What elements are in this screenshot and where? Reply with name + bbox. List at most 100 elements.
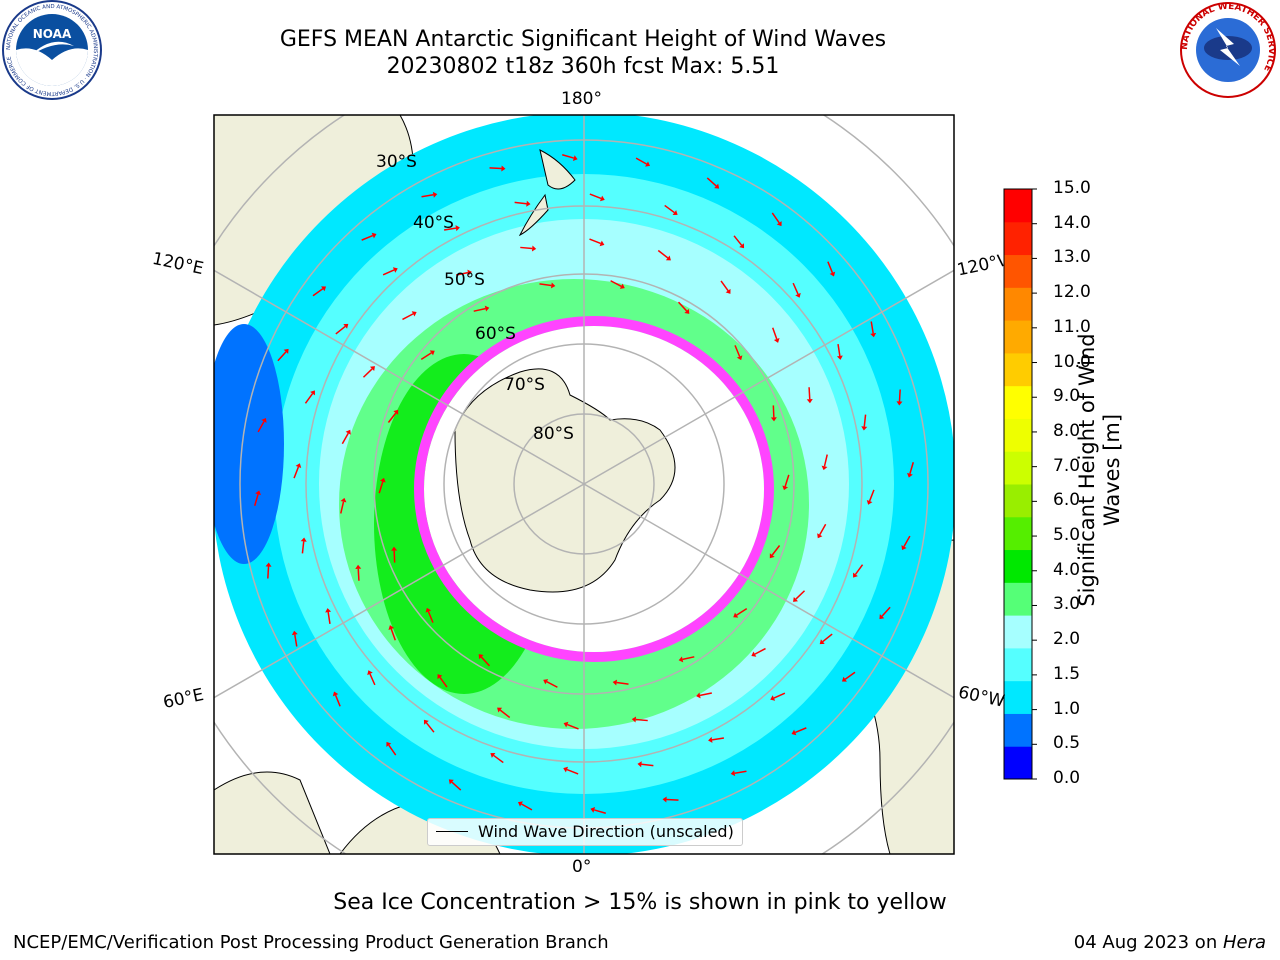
wave-arrow-head bbox=[343, 323, 349, 329]
wave-arrow-head bbox=[340, 497, 347, 503]
wave-arrow-head bbox=[478, 654, 484, 660]
colorbar-segment bbox=[1004, 189, 1032, 223]
wave-arrow-head bbox=[295, 463, 302, 469]
wave-arrow-head bbox=[907, 472, 913, 478]
footer-branch: NCEP/EMC/Verification Post Processing Pr… bbox=[13, 932, 609, 953]
wave-arrow-head bbox=[770, 417, 777, 422]
wave-arrow bbox=[420, 352, 432, 360]
lat-label-70s: 70°S bbox=[504, 375, 545, 395]
wave-arrow bbox=[635, 157, 647, 165]
colorbar-tick-label: 0.0 bbox=[1053, 768, 1081, 788]
wave-arrow bbox=[451, 781, 462, 791]
wave-arrow bbox=[499, 709, 511, 719]
wave-arrow bbox=[473, 307, 486, 312]
wave-arrow bbox=[589, 238, 601, 245]
wave-arrow-head bbox=[437, 674, 443, 680]
wave-arrow bbox=[340, 501, 345, 514]
wave-arrow-head bbox=[255, 490, 261, 496]
wave-arrow bbox=[771, 545, 781, 556]
colorbar-segment bbox=[1004, 221, 1032, 256]
wave-arrow bbox=[589, 193, 602, 200]
wave-arrow-head bbox=[355, 564, 362, 569]
wave-arrow bbox=[562, 153, 574, 159]
colorbar-segment bbox=[1004, 484, 1032, 518]
wave-arrow bbox=[493, 754, 504, 764]
wave-arrow-head bbox=[392, 267, 398, 273]
colorbar-tick-label: 13.0 bbox=[1053, 247, 1091, 268]
wave-arrow-head bbox=[665, 255, 671, 261]
wave-arrow bbox=[823, 454, 828, 467]
footer-date: 04 Aug 2023 on Hera bbox=[1074, 932, 1266, 953]
wave-arrow bbox=[387, 412, 397, 423]
wave-arrow-head bbox=[371, 232, 377, 239]
colorbar-segment bbox=[1004, 582, 1032, 616]
wave-arrow bbox=[480, 656, 491, 667]
wave-arrow bbox=[734, 770, 747, 774]
map-frame bbox=[213, 114, 955, 855]
wave-arrow-head bbox=[612, 679, 618, 686]
meridian-240 bbox=[214, 483, 585, 699]
colorbar-tick-label: 7.0 bbox=[1053, 455, 1081, 476]
wave-arrow-head bbox=[265, 562, 272, 567]
wave-arrow-head bbox=[599, 240, 605, 247]
colorbar-segment bbox=[1004, 647, 1032, 682]
wave-arrow-head bbox=[367, 670, 373, 676]
wave-arrow-head bbox=[388, 625, 395, 630]
wave-arrow bbox=[357, 568, 360, 581]
wave-arrow bbox=[327, 611, 331, 625]
wave-arrow-head bbox=[769, 553, 775, 559]
colorbar-label: Significant Height of Wind Waves [m] bbox=[1075, 333, 1124, 607]
wave-arrow bbox=[773, 692, 786, 699]
wave-arrow-head bbox=[861, 426, 868, 431]
wave-arrow bbox=[369, 673, 376, 686]
colorbar-segment bbox=[1004, 713, 1032, 747]
wave-arrow-head bbox=[836, 355, 843, 360]
nws-logo: NATIONAL WEATHER SERVICE bbox=[1180, 2, 1276, 98]
wave-arrow bbox=[456, 271, 469, 276]
wave-arrow bbox=[808, 387, 811, 400]
sea-ice-edge bbox=[414, 316, 774, 662]
wave-arrow-head bbox=[730, 770, 736, 777]
plot-title-line2: 20230802 t18z 360h fcst Max: 5.51 bbox=[386, 54, 780, 79]
wave-arrow bbox=[792, 282, 799, 295]
wave-arrow-head bbox=[283, 348, 289, 354]
wave-arrow-head bbox=[563, 766, 569, 773]
noaa-logo-text: NOAA bbox=[33, 27, 72, 41]
colorbar-segment bbox=[1004, 287, 1032, 321]
meridian-120 bbox=[583, 483, 954, 699]
wave-arrow bbox=[772, 405, 775, 418]
lon-label-180: 180° bbox=[561, 89, 602, 109]
wave-arrow-head bbox=[572, 155, 578, 161]
colorbar-segment bbox=[1004, 516, 1032, 551]
wave-arrow-head bbox=[599, 195, 605, 202]
wave-arrow-head bbox=[332, 691, 339, 697]
colorbar-tick-label: 1.5 bbox=[1053, 663, 1081, 684]
wave-arrow bbox=[734, 345, 741, 357]
wave-arrow-head bbox=[806, 399, 813, 404]
colorbar-segment bbox=[1004, 418, 1032, 452]
legend-line-swatch bbox=[436, 831, 468, 832]
wave-arrow bbox=[870, 321, 874, 334]
wave-arrow-head bbox=[345, 429, 351, 435]
wave-arrow-head bbox=[733, 612, 739, 618]
colorbar-frame bbox=[1003, 188, 1033, 780]
wave-arrow-head bbox=[423, 719, 429, 725]
wave-arrow-head bbox=[370, 366, 375, 372]
wave-arrow bbox=[439, 676, 448, 688]
wave-arrow-head bbox=[531, 245, 537, 252]
land-madagascar bbox=[214, 771, 331, 854]
colorbar-segment bbox=[1004, 352, 1032, 387]
colorbar-segment bbox=[1004, 615, 1032, 649]
wave-arrow-head bbox=[448, 779, 454, 785]
wave-arrow-head bbox=[829, 271, 836, 277]
wave-arrow-head bbox=[497, 707, 503, 713]
land-new-zealand-north bbox=[539, 149, 576, 190]
wave-arrow-head bbox=[517, 801, 523, 807]
colorbar-tick-label: 12.0 bbox=[1053, 282, 1091, 303]
wave-arrow bbox=[546, 681, 558, 688]
meridian-60 bbox=[583, 269, 954, 485]
wave-arrow-head bbox=[821, 465, 828, 471]
wave-arrow-head bbox=[714, 183, 720, 189]
wave-arrow-head bbox=[563, 721, 569, 728]
wave-arrow bbox=[771, 327, 778, 340]
